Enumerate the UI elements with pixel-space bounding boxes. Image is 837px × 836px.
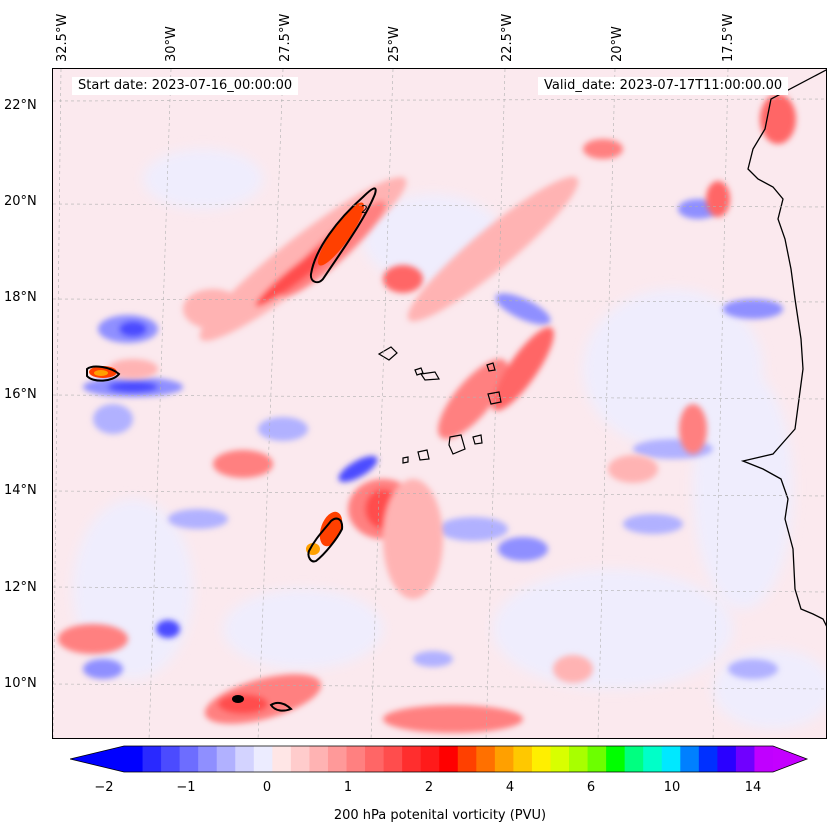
colorbar-bin [365,746,385,772]
colorbar-tick: 0 [262,780,272,795]
lon-label-20w: 20°W [610,26,625,62]
valid-date-label: Valid_date: 2023-07-17T11:00:00.00 [538,77,789,95]
lon-label-32-5w: 32.5°W [55,13,70,62]
colorbar-bin [698,746,718,772]
colorbar-bin [161,746,181,772]
lon-label-22-5w: 22.5°W [500,13,515,62]
colorbar-bin [402,746,422,772]
lon-label-25w: 25°W [387,26,402,62]
colorbar-bin [198,746,218,772]
colorbar-tick: −1 [176,780,196,795]
colorbar-tick: 2 [424,780,434,795]
colorbar-bin [735,746,755,772]
colorbar-bin [420,746,440,772]
colorbar-tick: 1 [343,780,353,795]
colorbar-bin [643,746,663,772]
colorbar-tick: 6 [586,780,596,795]
colorbar-bin [439,746,459,772]
lat-label-16n: 16°N [4,387,37,402]
lon-label-27-5w: 27.5°W [278,13,293,62]
pv-2-contours [86,187,377,712]
colorbar-bin [569,746,589,772]
colorbar-bin [661,746,681,772]
colorbar-bin [216,746,236,772]
colorbar-bin [476,746,496,772]
map-canvas: 2 [53,69,826,738]
colorbar-tick: −2 [94,780,114,795]
lat-label-22n: 22°N [4,98,37,113]
negative-pv-features [83,199,783,679]
colorbar-bin [142,746,162,772]
lon-label-17-5w: 17.5°W [721,13,736,62]
lat-label-18n: 18°N [4,290,37,305]
colorbar-bin [124,746,144,772]
lat-label-10n: 10°N [4,676,37,691]
colorbar-bin [383,746,403,772]
gridlines [53,69,826,738]
lon-label-30w: 30°W [164,26,179,62]
colorbar-tick: 10 [663,780,681,795]
colorbar-bin [457,746,477,772]
lat-label-20n: 20°N [4,194,37,209]
african-coastline [740,69,826,627]
colorbar-bin [624,746,644,772]
colorbar-tick: 4 [505,780,515,795]
colorbar-bin [513,746,533,772]
colorbar-bin [531,746,551,772]
colorbar-over-arrow [773,746,807,772]
colorbar-label: 200 hPa potenital vorticity (PVU) [333,808,547,823]
colorbar-bin [587,746,607,772]
colorbar-tick: 14 [744,780,762,795]
colorbar-bin [717,746,737,772]
colorbar-bin [550,746,570,772]
contour-label: 2 [361,203,368,216]
islands [377,346,502,464]
colorbar-bin [494,746,514,772]
colorbar [70,745,809,773]
colorbar-bin [754,746,774,772]
colorbar-outline [70,745,809,773]
colorbar-bin [253,746,273,772]
colorbar-bin [309,746,329,772]
colorbar-bin [327,746,348,772]
colorbar-bin [179,746,199,772]
colorbar-under-arrow [70,746,124,772]
pv-map: 2 [52,68,827,739]
colorbar-bin [606,746,626,772]
lat-label-12n: 12°N [4,580,37,595]
colorbar-bin [272,746,292,772]
colorbar-bin [346,746,366,772]
strong-pv-cores [89,202,365,703]
colorbar-bin [680,746,700,772]
start-date-label: Start date: 2023-07-16_00:00:00 [72,77,299,95]
colorbar-bin [235,746,255,772]
lat-label-14n: 14°N [4,483,37,498]
colorbar-bin [290,746,310,772]
